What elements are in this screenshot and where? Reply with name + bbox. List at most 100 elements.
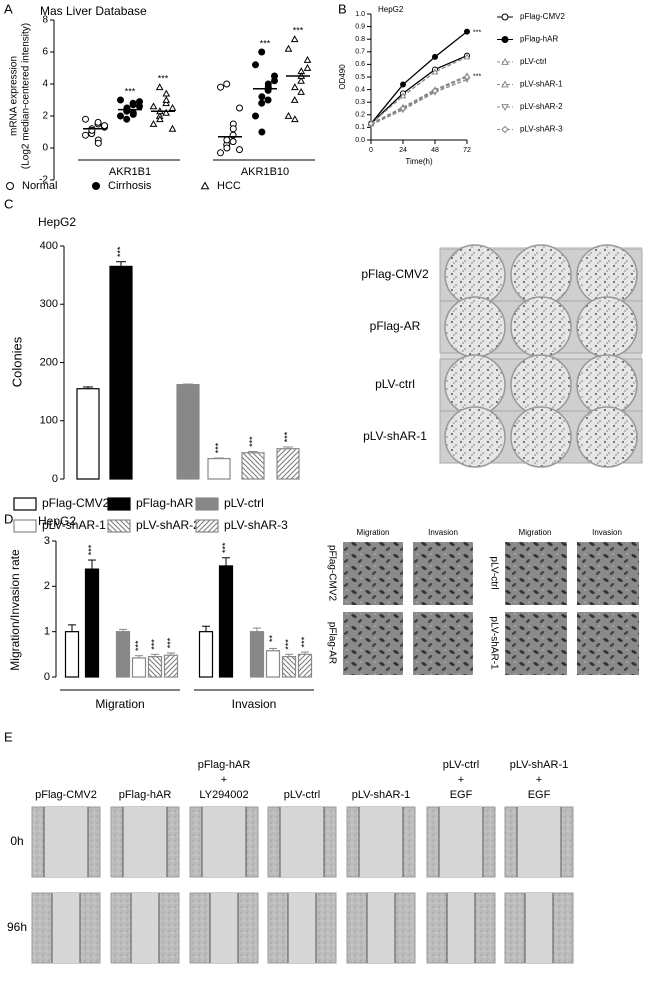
transwell-image bbox=[413, 542, 473, 605]
marker bbox=[149, 102, 158, 110]
marker bbox=[284, 44, 293, 52]
transwell-image bbox=[343, 612, 403, 675]
bar bbox=[297, 653, 313, 678]
wound-gap bbox=[131, 893, 159, 963]
line bbox=[370, 78, 468, 126]
marker bbox=[290, 35, 299, 43]
y-tick-label: 0.0 bbox=[355, 137, 365, 144]
transwell-column-label: Invasion bbox=[428, 528, 458, 537]
x-axis-label: Time(h) bbox=[405, 157, 433, 166]
legend-label: Normal bbox=[22, 180, 57, 192]
bar bbox=[64, 631, 80, 678]
marker bbox=[162, 108, 170, 116]
marker bbox=[271, 77, 278, 85]
legend-swatch bbox=[107, 497, 131, 511]
bar bbox=[276, 448, 300, 480]
y-tick-label: 0.5 bbox=[355, 74, 365, 81]
marker bbox=[431, 87, 439, 95]
legend-label: pLV-ctrl bbox=[520, 57, 547, 66]
marker bbox=[82, 131, 89, 139]
transwell-image bbox=[505, 612, 567, 675]
significance: *** bbox=[165, 637, 175, 648]
bar bbox=[76, 388, 100, 480]
marker bbox=[252, 61, 259, 69]
y-tick-label: 4 bbox=[42, 79, 48, 90]
legend-label: pLV-shAR-2 bbox=[520, 102, 563, 111]
wound-gap bbox=[447, 893, 475, 963]
wound-column-label: pFlag-CMV2 bbox=[35, 789, 97, 801]
marker bbox=[217, 83, 224, 91]
y-axis-label: Colonies bbox=[9, 336, 24, 387]
bar bbox=[218, 565, 234, 678]
wound-column-label: + bbox=[536, 774, 542, 786]
marker bbox=[229, 125, 237, 133]
legend-marker bbox=[200, 181, 210, 190]
bar bbox=[147, 655, 163, 678]
x-tick-label: 24 bbox=[399, 147, 407, 154]
marker bbox=[258, 48, 266, 56]
panel-letter: E bbox=[4, 729, 13, 744]
marker bbox=[229, 138, 237, 146]
y-tick-label: 2 bbox=[42, 111, 48, 122]
wound-column-label: EGF bbox=[528, 789, 551, 801]
significance: ** bbox=[267, 634, 277, 642]
colony-plate bbox=[576, 296, 638, 358]
y-tick-label: 0.4 bbox=[355, 86, 365, 93]
marker bbox=[464, 28, 470, 35]
marker bbox=[149, 119, 158, 127]
bar bbox=[84, 568, 100, 678]
wound-gap bbox=[44, 807, 88, 877]
marker bbox=[223, 80, 231, 88]
marker bbox=[463, 73, 471, 81]
marker bbox=[129, 101, 137, 109]
legend-label: pLV-shAR-3 bbox=[224, 518, 288, 532]
legend-marker bbox=[501, 36, 509, 43]
y-tick-label: -2 bbox=[39, 175, 48, 186]
transwell-image bbox=[343, 542, 403, 605]
transwell-column-label: Migration bbox=[519, 528, 552, 537]
wound-gap bbox=[439, 807, 483, 877]
marker bbox=[258, 128, 266, 136]
marker bbox=[431, 68, 439, 75]
chart-title: HepG2 bbox=[38, 215, 76, 229]
marker bbox=[123, 115, 131, 123]
significance: *** bbox=[473, 29, 481, 36]
y-axis-label: (Log2 median-centered intensity) bbox=[21, 23, 32, 169]
marker bbox=[236, 146, 243, 154]
marker bbox=[290, 95, 299, 103]
marker bbox=[101, 122, 108, 130]
marker bbox=[94, 139, 102, 147]
y-tick-label: 400 bbox=[40, 240, 58, 252]
significance: *** bbox=[220, 542, 230, 553]
legend-label: pFlag-CMV2 bbox=[42, 496, 110, 510]
significance: *** bbox=[125, 86, 136, 96]
marker bbox=[303, 55, 312, 63]
wound-row-label: 0h bbox=[10, 834, 23, 848]
transwell-image bbox=[505, 542, 567, 605]
bar bbox=[265, 650, 281, 678]
marker bbox=[463, 53, 471, 60]
wound-gap bbox=[52, 893, 80, 963]
colony-plate bbox=[510, 296, 572, 358]
marker bbox=[400, 81, 406, 88]
colony-plate bbox=[576, 354, 638, 416]
colony-row-label: pLV-ctrl bbox=[375, 377, 415, 391]
marker bbox=[156, 115, 164, 123]
legend-label: pFlag-hAR bbox=[520, 35, 558, 44]
line bbox=[370, 31, 468, 125]
bar bbox=[198, 631, 214, 678]
significance: *** bbox=[282, 431, 292, 442]
x-tick-label: 0 bbox=[369, 147, 373, 154]
marker bbox=[264, 96, 272, 104]
legend-marker bbox=[501, 13, 509, 21]
marker bbox=[291, 115, 299, 123]
y-axis-label: mRNA expression bbox=[9, 56, 20, 136]
y-tick-label: 100 bbox=[40, 415, 58, 427]
marker bbox=[162, 95, 171, 103]
legend-swatch bbox=[195, 497, 219, 511]
significance: *** bbox=[133, 640, 143, 651]
bar bbox=[115, 631, 131, 678]
legend-label: pLV-shAR-1 bbox=[42, 518, 106, 532]
marker bbox=[168, 103, 177, 111]
